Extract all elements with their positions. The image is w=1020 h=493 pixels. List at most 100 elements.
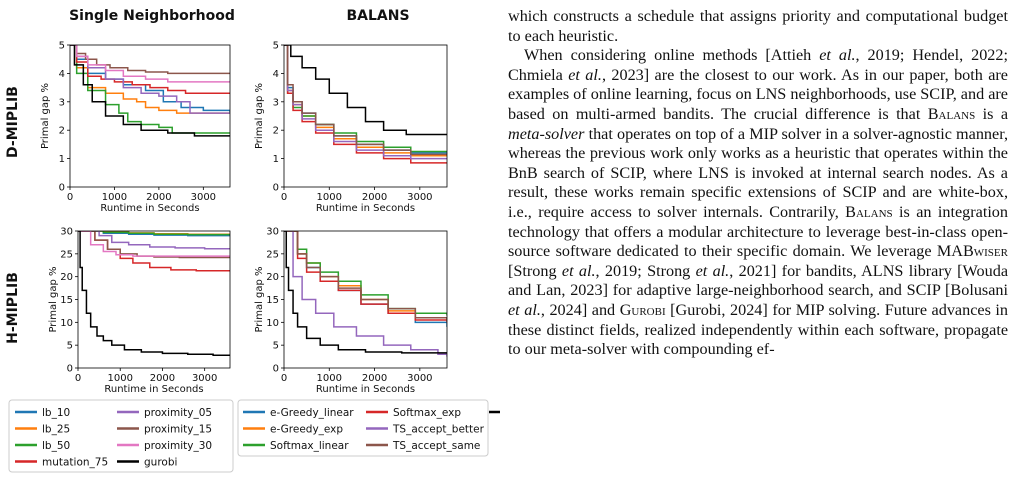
series-line-e-Greedy_exp	[284, 45, 447, 157]
y-tick-label: 15	[60, 295, 73, 306]
x-tick-label: 3000	[192, 373, 217, 384]
y-tick-label: 5	[67, 341, 73, 352]
x-tick-label: 3000	[191, 192, 216, 203]
series-line-e-Greedy_linear	[284, 45, 447, 154]
legend-label-Softmax_exp: Softmax_exp	[393, 407, 461, 419]
y-tick-label: 20	[266, 272, 279, 283]
y-tick-label: 25	[60, 249, 73, 260]
legend-balans: e-Greedy_linear e-Greedy_exp Softmax_linea…	[237, 399, 500, 457]
series-line-gurobi	[78, 231, 230, 356]
series-line-TS_accept_same	[284, 231, 447, 322]
series-line-TS_accept_better	[284, 231, 447, 357]
y-tick-label: 4	[59, 69, 65, 80]
series-line-gurobi	[284, 231, 447, 354]
x-tick-label: 0	[67, 192, 73, 203]
x-tick-label: 1000	[317, 192, 342, 203]
series-group	[70, 45, 230, 137]
x-tick-label: 0	[281, 192, 287, 203]
legend-label-lb_50: lb_50	[42, 440, 70, 452]
x-tick-label: 1000	[107, 373, 132, 384]
y-tick-label: 4	[273, 69, 279, 80]
axes-frame	[69, 44, 231, 188]
series-line-proximity_30	[70, 45, 230, 83]
x-axis-label: Runtime in Seconds	[316, 203, 415, 214]
series-line-proximity_05	[78, 231, 230, 250]
legend-balans-frame	[237, 399, 489, 457]
y-axis-label: Primal gap %	[40, 83, 51, 149]
series-line-proximity_30	[78, 231, 230, 257]
row-title-d-miplib: D-MIPLIB	[5, 86, 21, 158]
series-group	[78, 231, 230, 356]
y-axis-label: Primal gap %	[254, 83, 265, 149]
axes-frame	[77, 230, 231, 369]
series-group	[284, 231, 447, 357]
axes-frame	[283, 44, 448, 188]
x-axis-label: Runtime in Seconds	[100, 203, 199, 214]
series-line-gurobi	[284, 45, 447, 136]
x-tick-label: 3000	[407, 373, 432, 384]
series-group	[284, 45, 447, 164]
legend-label-Softmax_linear: Softmax_linear	[270, 440, 349, 452]
y-tick-label: 3	[59, 97, 65, 108]
legend-label-lb_10: lb_10	[42, 407, 70, 419]
y-tick-label: 10	[60, 318, 73, 329]
row-title-h-miplib: H-MIPLIB	[5, 272, 21, 344]
x-tick-label: 0	[75, 373, 81, 384]
series-line-lb_25	[70, 45, 230, 114]
legend-label-e-Greedy_exp: e-Greedy_exp	[270, 424, 343, 436]
series-line-mutation_75	[70, 45, 230, 95]
legend-label-proximity_30: proximity_30	[144, 440, 212, 452]
y-tick-label: 30	[266, 227, 279, 238]
x-tick-label: 0	[281, 373, 287, 384]
legend-label-gurobi: gurobi	[144, 457, 177, 469]
x-tick-label: 1000	[102, 192, 127, 203]
y-tick-label: 30	[60, 227, 73, 238]
series-line-e-Greedy_exp	[284, 231, 447, 321]
legend-label-e-Greedy_linear: e-Greedy_linear	[270, 407, 354, 419]
y-tick-label: 1	[59, 154, 65, 165]
series-line-Softmax_linear	[284, 231, 447, 316]
legend-label-proximity_05: proximity_05	[144, 407, 212, 419]
y-tick-label: 20	[60, 272, 73, 283]
x-tick-label: 2000	[150, 373, 175, 384]
series-line-lb_50	[78, 231, 230, 236]
series-line-TS_accept_better	[284, 45, 447, 160]
series-line-Softmax_exp	[284, 231, 447, 323]
y-tick-label: 3	[273, 97, 279, 108]
y-tick-label: 1	[273, 154, 279, 165]
series-line-lb_50	[70, 45, 230, 134]
legend-label-mutation_75: mutation_75	[42, 457, 108, 469]
y-tick-label: 0	[273, 183, 279, 194]
y-tick-label: 5	[59, 41, 65, 52]
series-line-Softmax_linear	[284, 45, 447, 153]
body-text-column: which constructs a schedule that assigns…	[508, 7, 1008, 360]
y-tick-label: 2	[273, 126, 279, 137]
legend-label-lb_25: lb_25	[42, 424, 70, 436]
y-tick-label: 5	[273, 341, 279, 352]
figure: Single Neighborhood BALANS D-MIPLIB H-MI…	[5, 8, 500, 473]
series-line-gurobi	[70, 45, 230, 137]
series-line-Softmax_exp	[284, 45, 447, 164]
legend-label-TS_accept_better: TS_accept_better	[392, 424, 485, 436]
y-tick-label: 2	[59, 126, 65, 137]
y-tick-label: 10	[266, 318, 279, 329]
legend-label-proximity_15: proximity_15	[144, 424, 212, 436]
y-axis-label: Primal gap %	[254, 266, 265, 332]
paragraph-2: When considering online methods [Attieh …	[508, 46, 1009, 359]
series-line-proximity_15	[78, 231, 230, 259]
y-tick-label: 15	[266, 295, 279, 306]
x-tick-label: 1000	[317, 373, 342, 384]
series-line-TS_accept_same	[284, 45, 447, 156]
x-axis-label: Runtime in Seconds	[104, 384, 203, 395]
x-axis-label: Runtime in Seconds	[316, 384, 415, 395]
x-tick-label: 2000	[362, 373, 387, 384]
y-tick-label: 0	[67, 364, 73, 375]
col-title-single: Single Neighborhood	[69, 8, 235, 24]
y-axis-label: Primal gap %	[48, 266, 59, 332]
y-tick-label: 0	[59, 183, 65, 194]
